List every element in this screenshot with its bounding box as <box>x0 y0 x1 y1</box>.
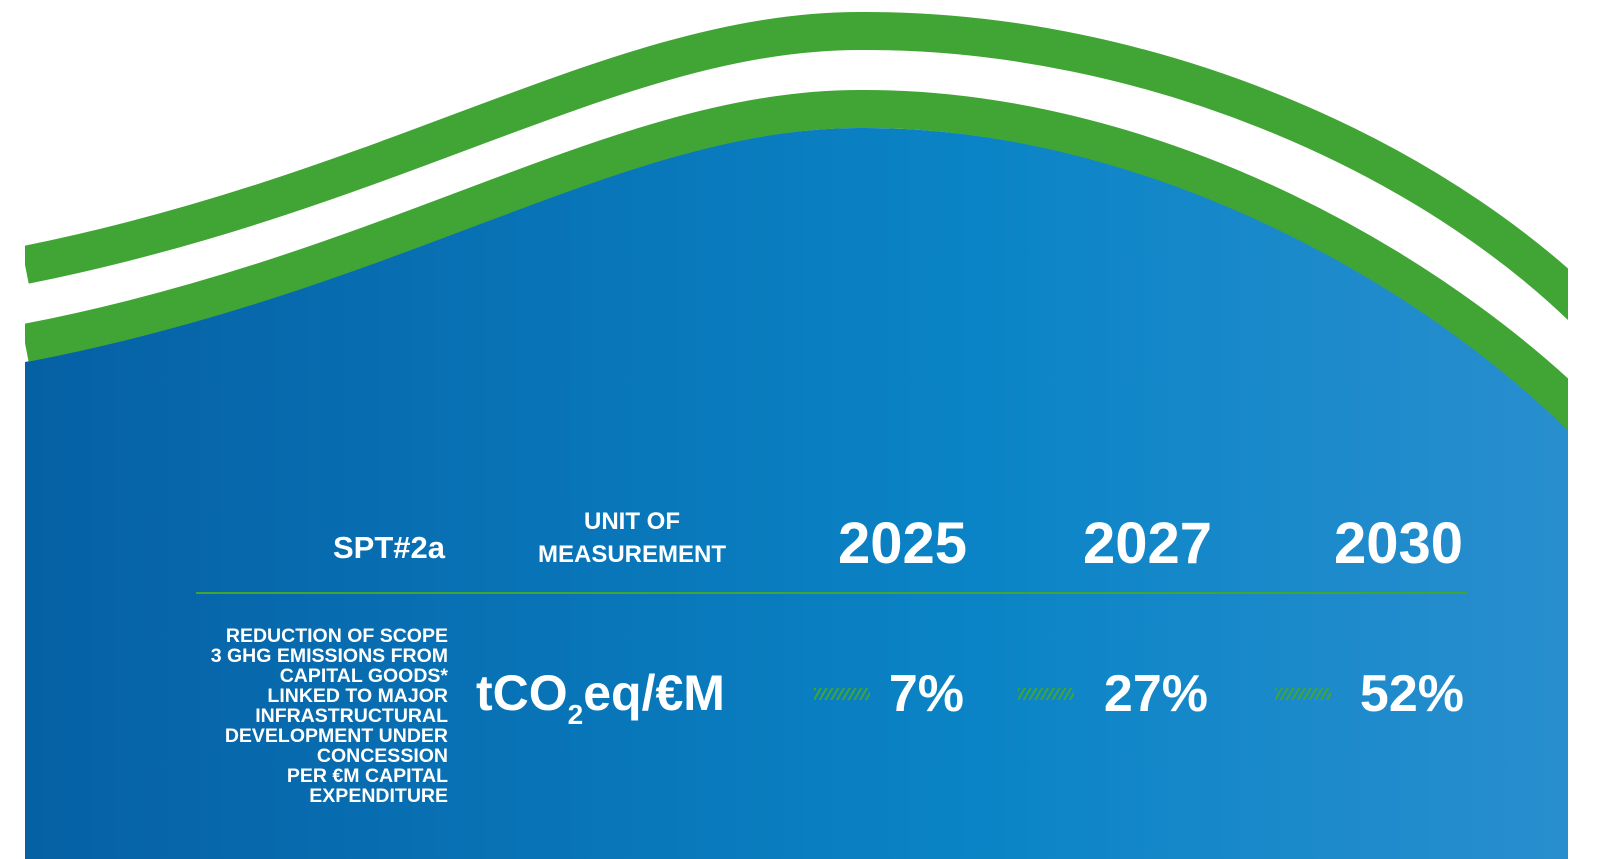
year: 2030 <box>1333 511 1463 576</box>
text-line: INFRASTRUCTURAL <box>255 705 448 727</box>
year: 2027 <box>1082 511 1212 576</box>
target: 7% <box>888 665 964 723</box>
text-line: EXPENDITURE <box>309 785 448 807</box>
unit-header: UNIT OF MEASUREMENT <box>515 505 749 571</box>
target: 52% <box>1359 665 1464 723</box>
row-label: REDUCTION OF SCOPE 3 GHG EMISSIONS FROM CA… <box>211 626 448 806</box>
text-line: PER €M CAPITAL <box>286 765 448 787</box>
text-line: DEVELOPMENT UNDER <box>224 725 448 747</box>
text-line: MEASUREMENT <box>537 541 726 568</box>
code: SPT#2a <box>332 530 445 565</box>
text-line: CONCESSION <box>316 745 448 767</box>
unit-text: eq/€M <box>583 665 725 721</box>
year: 2025 <box>837 511 967 576</box>
target: 27% <box>1103 665 1208 723</box>
text-line: CAPITAL GOODS* <box>279 665 448 687</box>
text-line: LINKED TO MAJOR <box>267 685 448 707</box>
unit-text: tCO <box>476 665 568 721</box>
hatch <box>1275 688 1331 700</box>
unit-subscript: 2 <box>567 699 584 730</box>
hatch <box>1018 688 1074 700</box>
green-band <box>25 11 1568 321</box>
hatch <box>814 688 870 700</box>
text-line: UNIT OF <box>584 508 680 535</box>
unit: tCO2eq/€M <box>476 668 725 729</box>
text-line: REDUCTION OF SCOPE <box>225 625 448 647</box>
text-line: 3 GHG EMISSIONS FROM <box>210 645 448 667</box>
blue-panel <box>25 127 1568 859</box>
green-band <box>25 89 1568 431</box>
